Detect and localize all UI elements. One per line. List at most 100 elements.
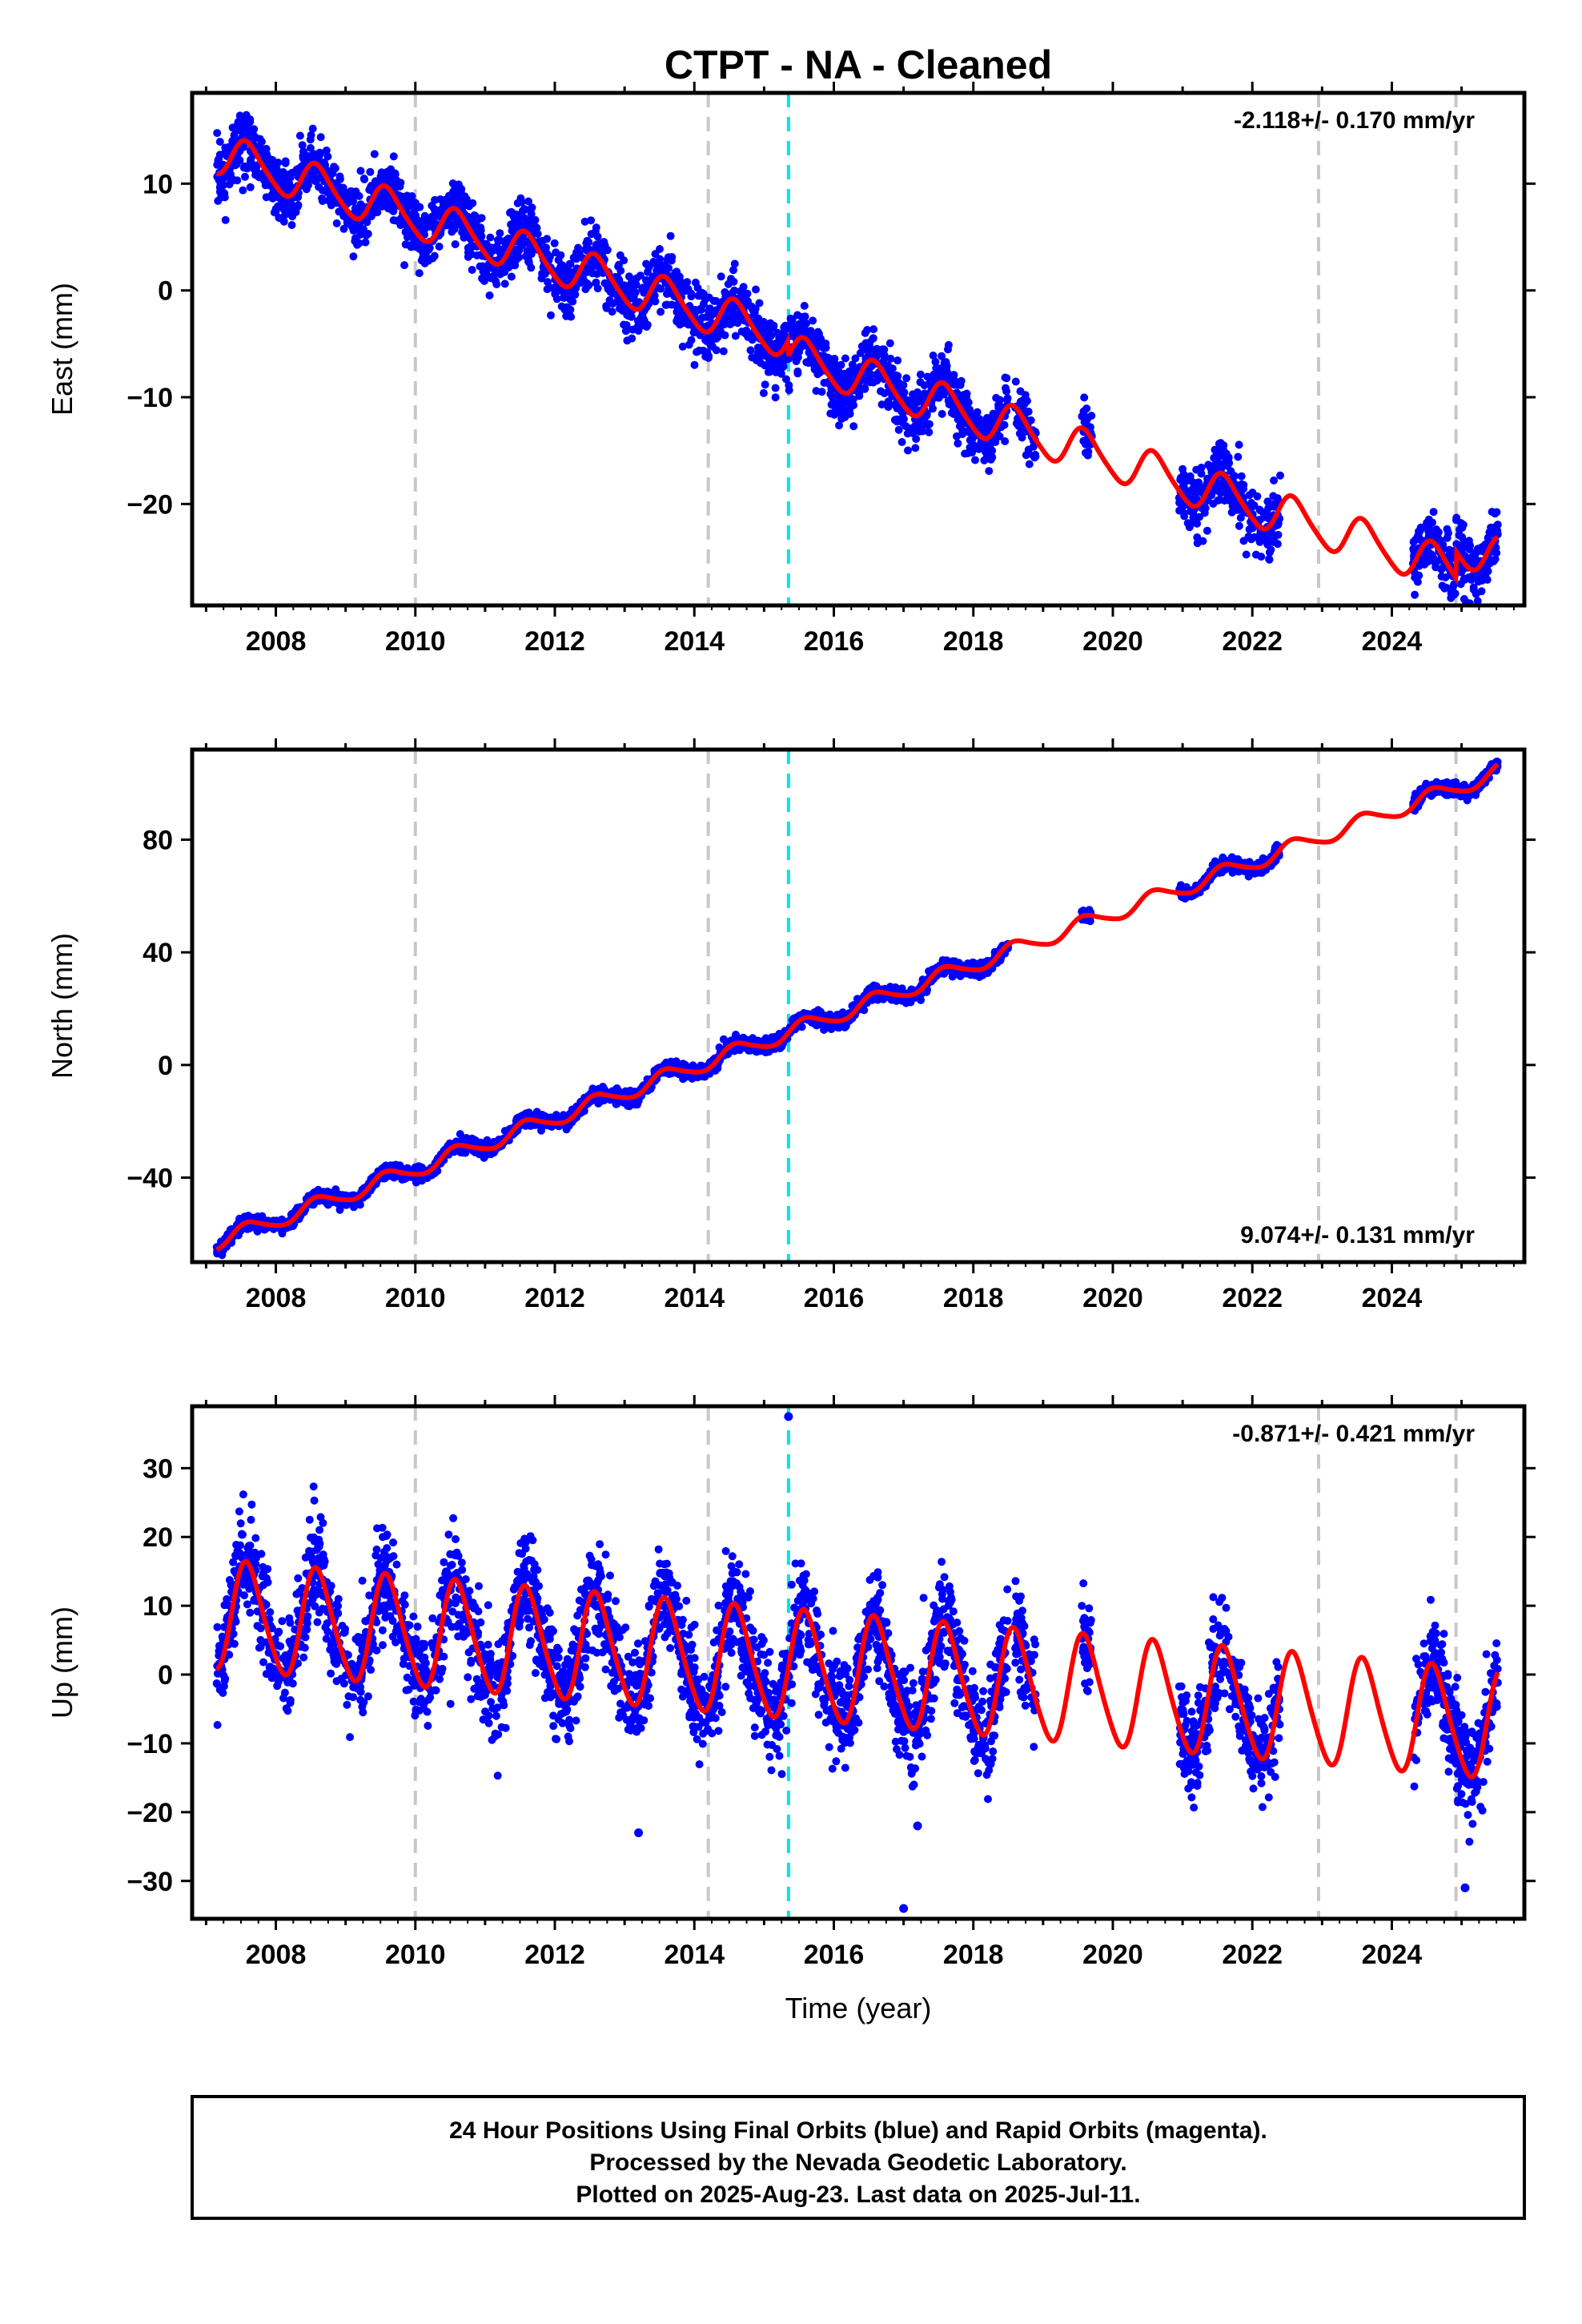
data-point bbox=[616, 267, 625, 275]
data-point bbox=[241, 172, 249, 181]
data-point bbox=[310, 152, 319, 161]
data-point bbox=[709, 296, 718, 305]
data-point bbox=[1188, 478, 1197, 486]
data-point bbox=[739, 283, 748, 292]
data-point bbox=[712, 346, 721, 355]
data-point bbox=[550, 239, 559, 247]
data-point bbox=[916, 378, 925, 387]
data-point bbox=[885, 339, 894, 348]
data-point bbox=[220, 193, 229, 202]
data-point bbox=[1079, 407, 1088, 416]
data-point bbox=[306, 143, 315, 152]
data-point bbox=[656, 284, 665, 293]
data-point bbox=[1428, 518, 1436, 527]
data-point bbox=[826, 409, 835, 418]
data-point bbox=[528, 203, 536, 212]
data-point bbox=[371, 177, 379, 186]
data-point bbox=[521, 252, 530, 260]
data-point bbox=[1429, 508, 1438, 517]
data-point bbox=[869, 325, 878, 334]
data-point bbox=[770, 362, 779, 371]
data-point bbox=[841, 354, 849, 363]
data-point bbox=[464, 248, 472, 257]
data-point bbox=[675, 283, 684, 292]
data-point bbox=[308, 124, 317, 133]
data-point bbox=[1437, 572, 1446, 581]
data-point bbox=[1245, 525, 1254, 533]
data-point bbox=[877, 400, 886, 409]
data-point bbox=[817, 388, 826, 396]
data-point bbox=[592, 223, 600, 232]
data-point bbox=[636, 271, 644, 280]
data-point bbox=[560, 292, 569, 300]
data-point bbox=[243, 164, 251, 173]
data-point bbox=[1458, 533, 1467, 541]
x-tick-label: 2008 bbox=[246, 626, 307, 657]
data-point bbox=[730, 259, 739, 268]
data-point bbox=[1469, 585, 1478, 594]
data-point bbox=[1234, 452, 1243, 461]
data-point bbox=[430, 251, 439, 260]
x-tick-label: 2012 bbox=[524, 626, 585, 657]
data-point bbox=[1193, 539, 1202, 548]
data-point bbox=[1242, 550, 1251, 559]
data-point bbox=[777, 369, 785, 378]
data-point bbox=[294, 201, 303, 209]
data-point bbox=[1265, 555, 1274, 563]
data-point bbox=[627, 283, 636, 292]
data-point bbox=[795, 348, 804, 356]
data-point bbox=[415, 269, 424, 278]
data-point bbox=[800, 325, 809, 334]
data-point bbox=[953, 432, 961, 440]
data-point bbox=[556, 251, 565, 259]
data-point bbox=[458, 191, 467, 199]
data-point bbox=[1460, 574, 1469, 583]
data-point bbox=[673, 316, 681, 325]
data-point bbox=[389, 216, 398, 224]
data-point bbox=[985, 467, 994, 476]
data-point bbox=[1270, 537, 1279, 545]
data-point bbox=[673, 267, 681, 276]
data-point bbox=[929, 352, 938, 360]
data-point bbox=[925, 428, 934, 436]
data-point bbox=[600, 238, 608, 247]
x-tick-label: 2014 bbox=[664, 626, 725, 657]
data-point bbox=[1488, 508, 1496, 517]
data-point bbox=[306, 135, 315, 144]
data-point bbox=[845, 405, 854, 414]
data-point bbox=[435, 242, 444, 251]
data-point bbox=[719, 347, 728, 356]
data-point bbox=[556, 269, 565, 278]
data-point bbox=[563, 303, 572, 312]
data-point bbox=[543, 285, 552, 294]
data-point bbox=[1270, 476, 1279, 485]
data-point bbox=[800, 301, 809, 310]
data-point bbox=[592, 278, 600, 287]
data-point bbox=[661, 300, 670, 309]
data-point bbox=[1263, 497, 1272, 506]
data-point bbox=[587, 216, 596, 225]
data-point bbox=[980, 456, 989, 464]
data-point bbox=[459, 201, 468, 210]
data-point bbox=[971, 456, 979, 464]
data-point bbox=[699, 289, 708, 298]
data-point bbox=[1411, 535, 1420, 544]
data-point bbox=[1426, 554, 1435, 563]
data-point bbox=[239, 186, 247, 195]
data-point bbox=[558, 261, 567, 270]
data-point bbox=[396, 182, 404, 191]
data-point bbox=[260, 176, 269, 185]
data-point bbox=[359, 175, 368, 183]
data-point bbox=[932, 364, 941, 372]
data-point bbox=[242, 111, 251, 119]
data-point bbox=[411, 205, 420, 214]
data-point bbox=[1203, 526, 1211, 535]
data-point bbox=[566, 259, 575, 268]
data-point bbox=[690, 360, 699, 369]
data-point bbox=[827, 400, 836, 409]
x-tick-label: 2016 bbox=[804, 626, 865, 657]
data-point bbox=[673, 308, 681, 316]
data-point bbox=[1452, 516, 1460, 525]
data-point bbox=[281, 210, 290, 219]
data-point bbox=[214, 196, 223, 205]
